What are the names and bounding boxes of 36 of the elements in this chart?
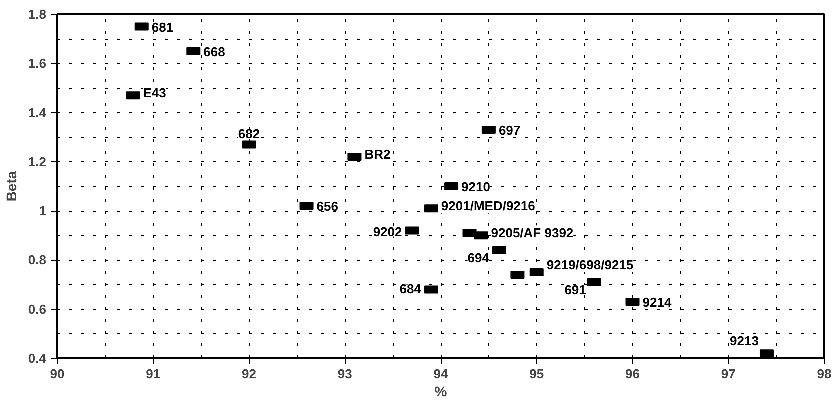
x-axis-title: % bbox=[434, 384, 448, 400]
annotation: 9210 bbox=[462, 180, 490, 194]
annotation: 9205/AF 9392 bbox=[491, 226, 574, 241]
annotation: BR2 bbox=[364, 147, 391, 162]
annotation: 694 bbox=[468, 250, 490, 266]
annotation: 682 bbox=[238, 126, 260, 142]
annotation: 656 bbox=[316, 199, 338, 214]
x-tick-label: 96 bbox=[626, 366, 640, 382]
x-tick-label: 97 bbox=[721, 366, 736, 382]
annotation: 9213 bbox=[730, 334, 759, 349]
x-tick-label: 90 bbox=[50, 366, 65, 382]
y-axis-title: Beta bbox=[3, 171, 20, 202]
annotation: 691 bbox=[564, 282, 586, 298]
annotation: E43 bbox=[143, 86, 166, 101]
annotation: 697 bbox=[498, 122, 521, 138]
x-tick-label: 92 bbox=[242, 366, 256, 382]
x-tick-label: 95 bbox=[530, 366, 544, 382]
annotation: 668 bbox=[204, 44, 226, 60]
x-tick-label: 98 bbox=[817, 366, 832, 382]
annotation: 9201/MED/9216 bbox=[441, 198, 536, 214]
y-tick-label: 1 bbox=[39, 204, 47, 219]
y-tick-label: 0.4 bbox=[28, 351, 48, 366]
annotation: 9219/698/9215 bbox=[546, 258, 634, 272]
y-tick-label: 1.6 bbox=[28, 56, 47, 72]
annotation: 9202 bbox=[373, 224, 402, 240]
y-tick-label: 1.8 bbox=[28, 7, 47, 22]
x-tick-label: 94 bbox=[434, 366, 449, 382]
annotation: 9214 bbox=[642, 294, 672, 310]
y-tick-label: 1.2 bbox=[28, 154, 47, 170]
x-tick-label: 93 bbox=[338, 366, 352, 382]
annotation: 681 bbox=[152, 20, 174, 35]
annotation: 684 bbox=[400, 282, 422, 297]
x-tick-label: 91 bbox=[146, 366, 161, 382]
y-tick-label: 0.6 bbox=[28, 302, 47, 317]
y-tick-label: 0.8 bbox=[28, 252, 47, 268]
y-tick-label: 1.4 bbox=[28, 105, 48, 120]
